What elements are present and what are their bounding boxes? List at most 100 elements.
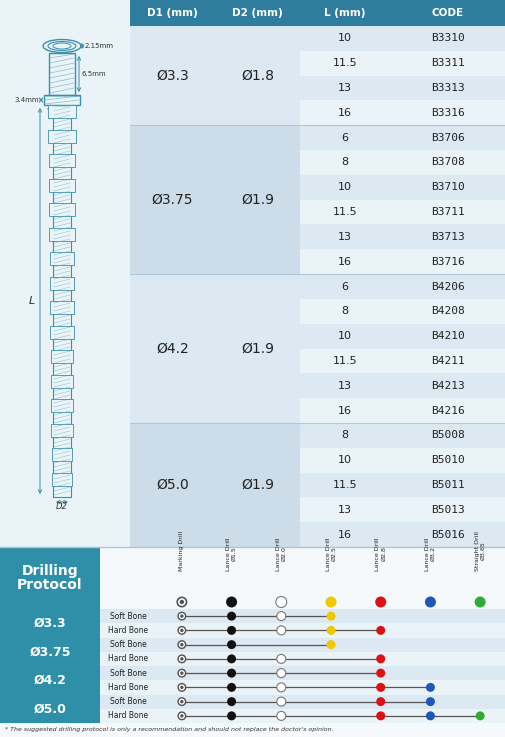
- Circle shape: [179, 699, 185, 705]
- Circle shape: [376, 697, 385, 706]
- Bar: [390, 249, 505, 274]
- Bar: [0, 624, 505, 638]
- Bar: [300, 523, 390, 547]
- Bar: [390, 26, 505, 51]
- Bar: [390, 448, 505, 472]
- Bar: [390, 374, 505, 398]
- Bar: [48, 130, 76, 143]
- Circle shape: [277, 612, 286, 621]
- Text: 3.4mm: 3.4mm: [14, 97, 38, 103]
- Bar: [0, 638, 505, 652]
- Bar: [0, 638, 100, 666]
- Text: 13: 13: [338, 381, 352, 391]
- Bar: [300, 299, 390, 324]
- Bar: [300, 324, 390, 349]
- Bar: [130, 0, 505, 26]
- Text: Ø5.0: Ø5.0: [33, 702, 67, 715]
- Circle shape: [177, 668, 186, 677]
- Circle shape: [277, 626, 286, 635]
- Circle shape: [475, 596, 486, 607]
- Bar: [0, 547, 100, 609]
- Bar: [130, 175, 300, 200]
- Text: Ø3.75: Ø3.75: [29, 646, 71, 658]
- Text: 8: 8: [341, 430, 348, 440]
- Text: L (mm): L (mm): [324, 8, 366, 18]
- Text: Soft Bone: Soft Bone: [110, 612, 147, 621]
- Bar: [130, 249, 300, 274]
- Bar: [390, 51, 505, 76]
- Bar: [52, 472, 72, 486]
- Bar: [50, 326, 74, 339]
- Text: B3313: B3313: [431, 83, 465, 93]
- Circle shape: [226, 596, 237, 607]
- Text: 6: 6: [341, 282, 348, 292]
- Text: D1: D1: [56, 108, 68, 117]
- Bar: [300, 398, 390, 423]
- Circle shape: [376, 654, 385, 663]
- Bar: [0, 709, 505, 723]
- Circle shape: [180, 671, 183, 675]
- Text: D2 (mm): D2 (mm): [232, 8, 283, 18]
- Circle shape: [179, 656, 185, 662]
- Bar: [300, 497, 390, 523]
- Bar: [300, 423, 390, 448]
- Text: Lance Drill
Ø2.5: Lance Drill Ø2.5: [326, 537, 336, 570]
- Circle shape: [177, 612, 186, 621]
- Bar: [390, 398, 505, 423]
- Bar: [300, 125, 390, 150]
- Bar: [0, 694, 505, 709]
- Bar: [130, 299, 300, 324]
- Text: Lance Drill
Ø2.8: Lance Drill Ø2.8: [375, 537, 386, 570]
- Text: 11.5: 11.5: [333, 58, 358, 69]
- Bar: [49, 203, 75, 217]
- Bar: [300, 26, 390, 51]
- Text: 10: 10: [338, 33, 352, 43]
- Text: Protocol: Protocol: [17, 578, 83, 592]
- Bar: [390, 472, 505, 497]
- Bar: [390, 200, 505, 225]
- Bar: [49, 53, 75, 95]
- Text: Ø5.0: Ø5.0: [156, 478, 189, 492]
- Circle shape: [180, 714, 183, 718]
- Bar: [44, 95, 80, 105]
- Text: Straight Drill
Ø3.65: Straight Drill Ø3.65: [475, 531, 485, 570]
- Text: Ø3.3: Ø3.3: [34, 617, 66, 629]
- Text: Soft Bone: Soft Bone: [110, 668, 147, 677]
- Bar: [130, 324, 300, 349]
- Circle shape: [327, 612, 335, 621]
- Text: 16: 16: [338, 405, 352, 416]
- Text: 8: 8: [341, 307, 348, 316]
- Circle shape: [376, 683, 385, 692]
- Text: B4208: B4208: [431, 307, 465, 316]
- Circle shape: [180, 643, 183, 646]
- Bar: [390, 150, 505, 175]
- Bar: [390, 324, 505, 349]
- Text: 2.15mm: 2.15mm: [85, 43, 114, 49]
- Bar: [130, 398, 300, 423]
- Circle shape: [179, 670, 185, 676]
- Text: 11.5: 11.5: [333, 356, 358, 366]
- Bar: [390, 125, 505, 150]
- Circle shape: [179, 613, 185, 619]
- Bar: [52, 448, 72, 461]
- Text: 11.5: 11.5: [333, 207, 358, 217]
- Bar: [300, 200, 390, 225]
- Bar: [49, 252, 74, 265]
- Bar: [130, 274, 300, 299]
- Circle shape: [277, 654, 286, 663]
- Bar: [300, 448, 390, 472]
- Text: B3706: B3706: [431, 133, 465, 143]
- Circle shape: [227, 683, 236, 692]
- Bar: [390, 423, 505, 448]
- Text: 16: 16: [338, 530, 352, 539]
- Circle shape: [476, 711, 485, 720]
- Text: Lance Drill
Ø1.5: Lance Drill Ø1.5: [226, 537, 237, 570]
- Text: B3316: B3316: [431, 108, 465, 118]
- Circle shape: [227, 612, 236, 621]
- Bar: [130, 100, 300, 125]
- Circle shape: [177, 683, 186, 692]
- Text: Ø1.9: Ø1.9: [241, 478, 274, 492]
- Circle shape: [426, 683, 435, 692]
- Text: B3311: B3311: [431, 58, 465, 69]
- Bar: [130, 200, 300, 225]
